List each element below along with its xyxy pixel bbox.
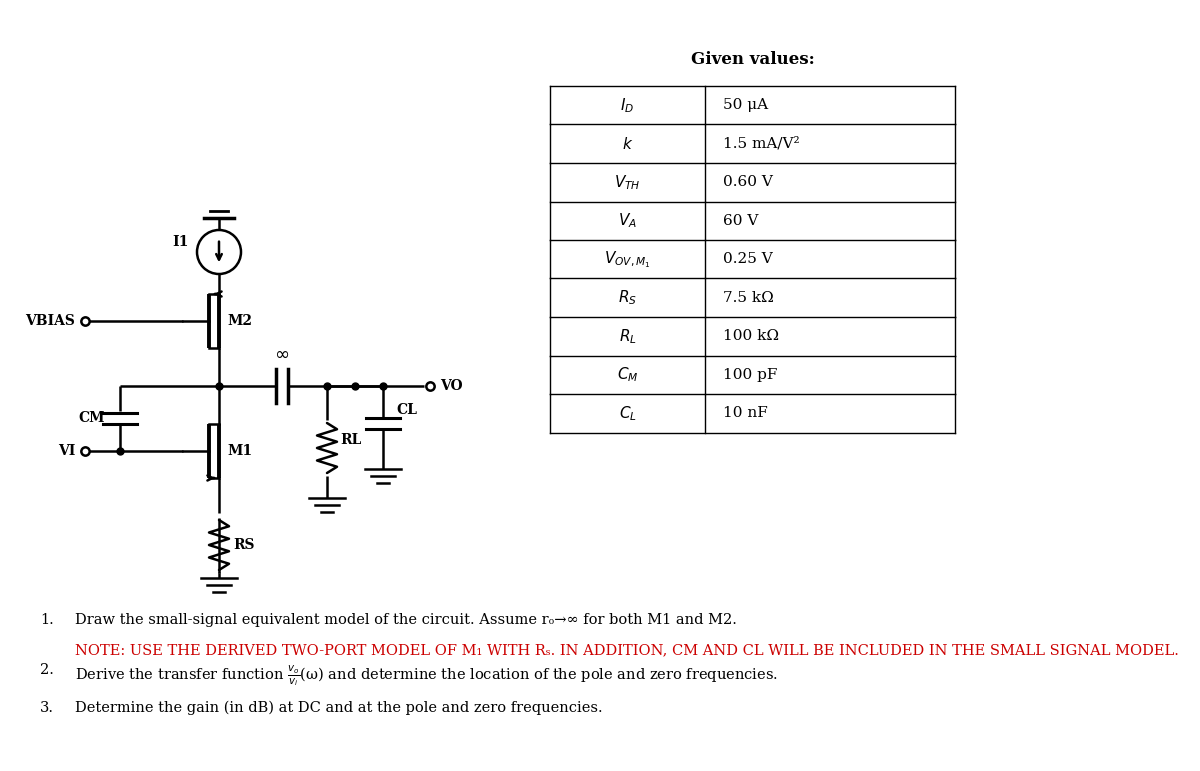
Text: 7.5 kΩ: 7.5 kΩ xyxy=(722,291,774,305)
Text: 1.: 1. xyxy=(40,613,54,627)
Text: VBIAS: VBIAS xyxy=(25,314,74,328)
Text: 50 μA: 50 μA xyxy=(722,98,768,113)
Text: VO: VO xyxy=(440,379,463,393)
Text: 2.: 2. xyxy=(40,663,54,677)
Text: RS: RS xyxy=(233,538,254,552)
Text: NOTE: USE THE DERIVED TWO-PORT MODEL OF M₁ WITH Rₛ. IN ADDITION, CM AND CL WILL : NOTE: USE THE DERIVED TWO-PORT MODEL OF … xyxy=(74,643,1178,657)
Text: $V_A$: $V_A$ xyxy=(618,211,637,230)
Text: Given values:: Given values: xyxy=(691,51,815,68)
Text: $I_D$: $I_D$ xyxy=(620,96,635,115)
Text: 0.25 V: 0.25 V xyxy=(722,252,773,266)
Text: CL: CL xyxy=(396,403,416,417)
Text: $C_L$: $C_L$ xyxy=(618,404,636,423)
Text: $\infty$: $\infty$ xyxy=(275,345,289,363)
Text: $V_{OV,M_1}$: $V_{OV,M_1}$ xyxy=(604,249,650,270)
Text: 10 nF: 10 nF xyxy=(722,406,768,420)
Text: M1: M1 xyxy=(227,444,252,458)
Text: $C_M$: $C_M$ xyxy=(617,365,638,384)
Text: $k$: $k$ xyxy=(622,136,634,152)
Text: 100 kΩ: 100 kΩ xyxy=(722,329,779,343)
Text: 1.5 mA/V²: 1.5 mA/V² xyxy=(722,136,799,151)
Text: 100 pF: 100 pF xyxy=(722,368,778,382)
Text: I1: I1 xyxy=(173,235,190,249)
Text: CM: CM xyxy=(78,412,106,426)
Text: RL: RL xyxy=(340,433,361,447)
Text: VI: VI xyxy=(58,444,74,458)
Text: M2: M2 xyxy=(227,314,252,328)
Text: 60 V: 60 V xyxy=(722,214,758,227)
Text: Derive the transfer function $\frac{v_o}{v_i}$(ω) and determine the location of : Derive the transfer function $\frac{v_o}… xyxy=(74,663,778,688)
Text: 0.60 V: 0.60 V xyxy=(722,175,773,189)
Text: 3.: 3. xyxy=(40,701,54,715)
Text: $R_S$: $R_S$ xyxy=(618,288,637,307)
Text: $R_L$: $R_L$ xyxy=(618,327,636,345)
Text: $V_{TH}$: $V_{TH}$ xyxy=(614,173,641,192)
Text: Determine the gain (in dB) at DC and at the pole and zero frequencies.: Determine the gain (in dB) at DC and at … xyxy=(74,701,602,715)
Text: Draw the small-signal equivalent model of the circuit. Assume rₒ→∞ for both M1 a: Draw the small-signal equivalent model o… xyxy=(74,613,742,627)
